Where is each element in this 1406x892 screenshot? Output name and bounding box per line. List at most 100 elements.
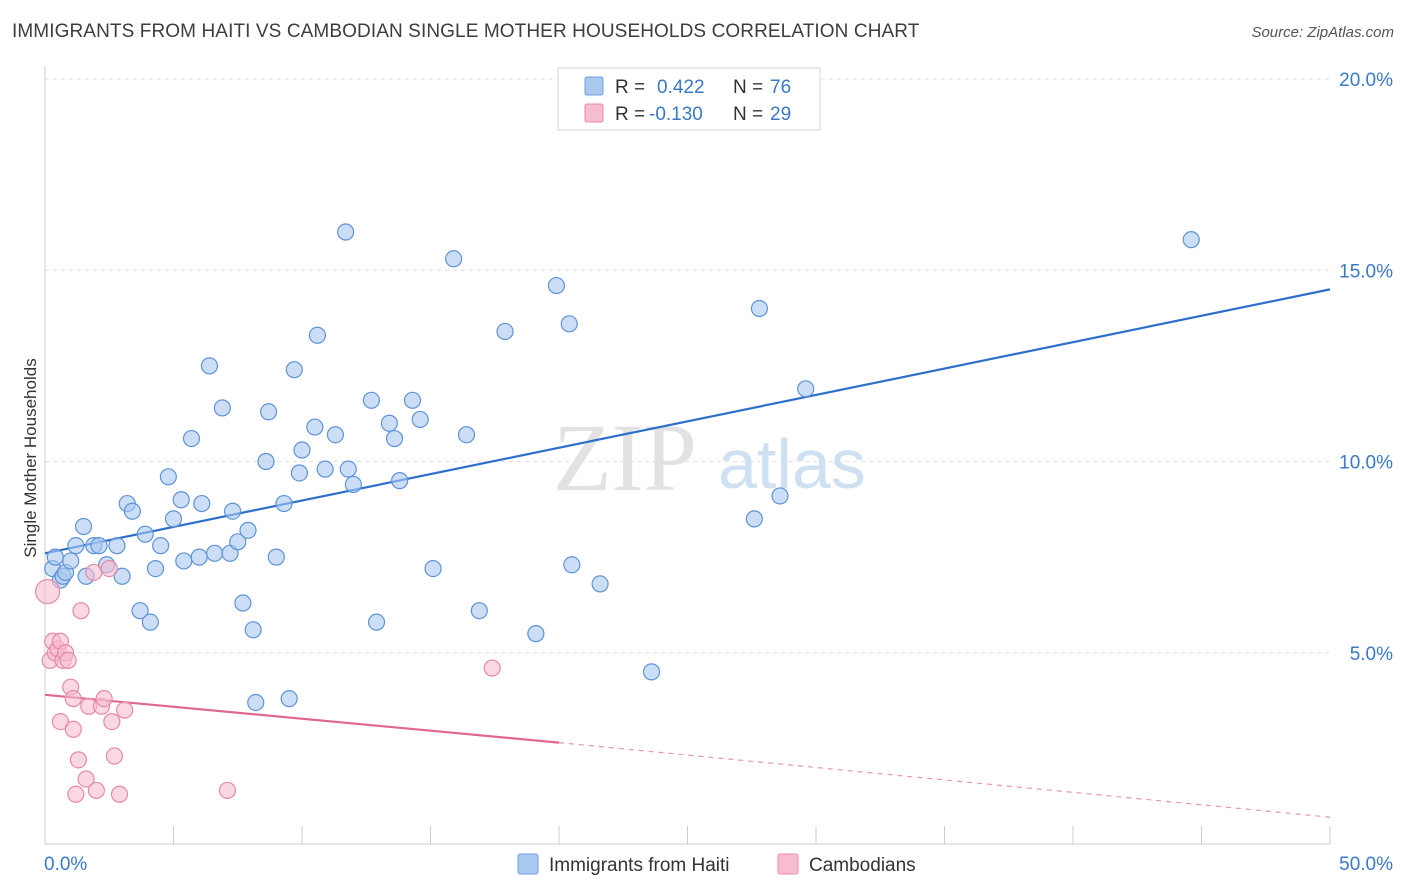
- y-tick-labels: 5.0% 10.0% 15.0% 20.0%: [1339, 70, 1393, 665]
- point-haiti: [159, 468, 177, 486]
- point-haiti: [308, 326, 327, 344]
- point-cambodians: [34, 578, 61, 605]
- point-haiti: [113, 567, 131, 585]
- trend-extension-cambodians: [558, 742, 1331, 818]
- point-haiti: [247, 693, 265, 712]
- legend-n-value-cambodians: 29: [770, 104, 791, 125]
- legend-r-value-haiti: 0.422: [657, 77, 705, 98]
- chart-title: IMMIGRANTS FROM HAITI VS CAMBODIAN SINGL…: [12, 21, 920, 42]
- legend-r-label-haiti: R =: [615, 77, 645, 98]
- point-cambodians: [116, 701, 134, 719]
- legend-r-value-cambodians: -0.130: [649, 104, 703, 125]
- point-cambodians: [64, 720, 82, 738]
- point-cambodians: [103, 712, 121, 731]
- point-haiti: [193, 494, 211, 513]
- point-haiti: [172, 491, 190, 509]
- source-credit: Source: ZipAtlas.com: [1251, 24, 1394, 41]
- point-cambodians: [64, 690, 82, 708]
- point-haiti: [293, 441, 311, 459]
- x-tick-label: 0.0%: [44, 854, 87, 875]
- point-haiti: [146, 559, 165, 578]
- point-haiti: [200, 357, 219, 375]
- point-cambodians: [218, 781, 237, 800]
- point-haiti: [257, 452, 275, 471]
- point-haiti: [797, 380, 815, 398]
- point-haiti: [275, 494, 293, 513]
- point-haiti: [190, 548, 208, 566]
- point-haiti: [224, 502, 242, 520]
- point-haiti: [771, 487, 789, 505]
- point-cambodians: [87, 781, 106, 800]
- point-cambodians: [77, 770, 95, 788]
- point-haiti: [306, 418, 324, 436]
- point-haiti: [182, 429, 201, 448]
- point-haiti: [403, 391, 422, 409]
- point-haiti: [337, 223, 355, 241]
- point-cambodians: [105, 747, 123, 765]
- point-cambodians: [59, 651, 77, 670]
- point-haiti: [362, 391, 380, 409]
- point-haiti: [385, 429, 404, 448]
- point-haiti: [175, 552, 193, 570]
- point-cambodians: [100, 559, 118, 578]
- point-haiti: [527, 625, 545, 643]
- point-haiti: [470, 602, 488, 620]
- point-haiti: [1182, 231, 1200, 249]
- point-cambodians: [483, 659, 501, 677]
- point-haiti: [316, 460, 334, 478]
- point-cambodians: [67, 785, 85, 803]
- point-haiti: [391, 472, 409, 490]
- point-haiti: [547, 276, 566, 295]
- point-haiti: [367, 613, 386, 631]
- point-haiti: [62, 552, 80, 570]
- y-axis-title: Single Mother Households: [21, 358, 40, 557]
- point-haiti: [206, 544, 224, 562]
- point-haiti: [267, 548, 285, 566]
- bottom-legend-label-haiti: Immigrants from Haiti: [549, 855, 730, 876]
- point-haiti: [152, 537, 170, 555]
- point-haiti: [141, 613, 159, 631]
- bottom-legend-swatch-cambodians: [777, 853, 799, 875]
- point-haiti: [164, 510, 183, 528]
- point-haiti: [750, 299, 769, 318]
- point-haiti: [259, 403, 278, 421]
- x-tick-labels: 0.0% 50.0%: [44, 854, 1393, 875]
- y-tick-label: 10.0%: [1339, 453, 1393, 474]
- point-haiti: [290, 464, 309, 482]
- bottom-legend: Immigrants from Haiti Cambodians: [517, 853, 916, 876]
- point-haiti: [234, 594, 252, 612]
- legend-swatch-haiti: [584, 76, 604, 96]
- legend-r-label-cambodians: R =: [615, 104, 645, 125]
- point-haiti: [339, 460, 357, 478]
- x-tick-label: 50.0%: [1339, 854, 1393, 875]
- point-haiti: [213, 399, 231, 417]
- point-cambodians: [85, 563, 103, 582]
- point-haiti: [46, 548, 64, 566]
- point-haiti: [285, 361, 303, 379]
- legend-n-label-haiti: N =: [733, 77, 763, 98]
- grid-lines: [45, 78, 1330, 654]
- point-cambodians: [51, 712, 70, 731]
- point-haiti: [326, 426, 345, 444]
- point-haiti: [244, 621, 262, 639]
- point-haiti: [445, 250, 463, 268]
- point-cambodians: [95, 690, 113, 708]
- point-cambodians: [72, 602, 90, 620]
- bottom-legend-label-cambodians: Cambodians: [809, 855, 916, 876]
- point-haiti: [560, 315, 578, 333]
- point-haiti: [90, 537, 108, 555]
- point-haiti: [74, 517, 93, 536]
- y-tick-label: 15.0%: [1339, 261, 1393, 282]
- point-cambodians: [110, 785, 129, 803]
- point-haiti: [131, 602, 149, 620]
- point-haiti: [411, 410, 429, 429]
- watermark-zip: ZIP: [553, 404, 697, 511]
- legend-swatch-cambodians: [584, 103, 604, 123]
- trend-lines: [44, 288, 1331, 818]
- bottom-legend-swatch-haiti: [517, 853, 539, 875]
- point-haiti: [457, 426, 476, 444]
- point-haiti: [591, 575, 609, 593]
- legend-n-value-haiti: 76: [770, 77, 791, 98]
- point-haiti: [380, 414, 398, 432]
